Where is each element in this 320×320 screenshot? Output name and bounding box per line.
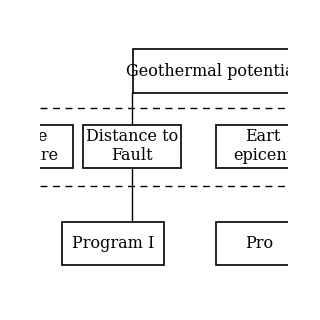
Text: e
ture: e ture <box>25 128 59 164</box>
Text: Program I: Program I <box>72 235 154 252</box>
Text: Pro: Pro <box>245 235 274 252</box>
FancyBboxPatch shape <box>84 124 181 168</box>
Text: Eart
epicent: Eart epicent <box>233 128 293 164</box>
Text: Geothermal potential a: Geothermal potential a <box>126 62 314 80</box>
FancyBboxPatch shape <box>62 222 164 265</box>
FancyBboxPatch shape <box>216 124 310 168</box>
FancyBboxPatch shape <box>10 124 74 168</box>
Text: Distance to
Fault: Distance to Fault <box>86 128 179 164</box>
FancyBboxPatch shape <box>133 50 307 92</box>
FancyBboxPatch shape <box>216 222 303 265</box>
